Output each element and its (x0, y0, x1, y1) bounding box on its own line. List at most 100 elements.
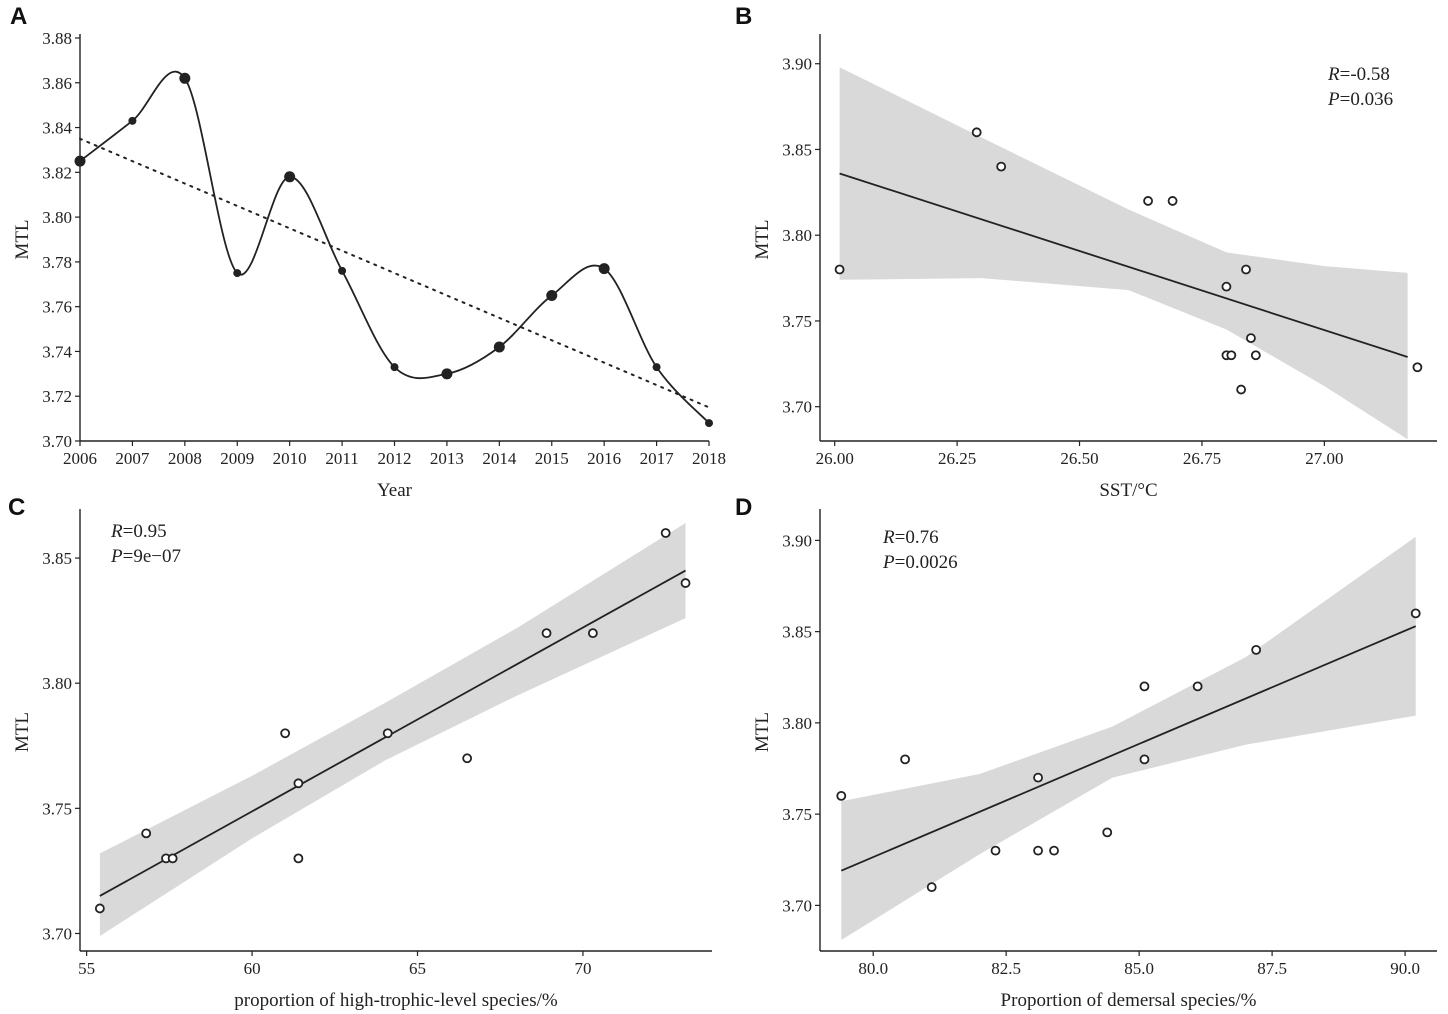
y-axis-title: MTL (752, 219, 773, 259)
data-point (834, 264, 845, 275)
y-tick-label: 3.80 (782, 714, 812, 733)
y-axis-title: MTL (12, 219, 33, 259)
y-axis-title: MTL (752, 712, 773, 752)
data-point (179, 72, 191, 84)
x-tick-label: 65 (409, 959, 426, 978)
regression-line (99, 569, 686, 897)
data-point (441, 368, 453, 380)
r-value: =0.95 (123, 521, 167, 542)
data-point (462, 753, 473, 764)
data-point (1246, 333, 1256, 344)
data-point (1221, 281, 1232, 292)
data-point (541, 628, 552, 639)
data-point (284, 171, 296, 183)
p-annotation: P=0.036 (1327, 89, 1393, 110)
x-tick-label: 2009 (220, 449, 254, 468)
panel-label: C (8, 494, 25, 521)
x-tick-label: 90.0 (1390, 959, 1420, 978)
x-tick-label: 85.0 (1124, 959, 1154, 978)
panel-label: B (735, 3, 752, 30)
data-point (705, 419, 713, 428)
data-point (280, 728, 291, 739)
data-point (990, 845, 1001, 856)
data-point (141, 828, 152, 839)
r-annotation: R=-0.58 (1327, 64, 1390, 85)
data-point (167, 853, 178, 864)
y-tick-label: 3.80 (782, 226, 812, 245)
y-tick-label: 3.85 (42, 549, 72, 568)
p-value: =9e−07 (123, 546, 181, 567)
x-axis-title: SST/°C (1099, 480, 1157, 501)
x-tick-label: 70 (574, 959, 591, 978)
x-tick-label: 2010 (273, 449, 307, 468)
y-tick-label: 3.80 (42, 208, 72, 227)
data-point (128, 116, 137, 125)
x-tick-label: 2008 (168, 449, 202, 468)
data-point (836, 790, 847, 801)
data-point (1241, 264, 1251, 275)
data-point (94, 903, 105, 914)
y-tick-label: 3.90 (782, 531, 812, 550)
panel-label: D (735, 494, 752, 521)
trend-line (79, 137, 710, 409)
confidence-band (99, 523, 686, 936)
y-tick-label: 3.76 (42, 298, 72, 317)
x-tick-label: 26.50 (1060, 449, 1098, 468)
x-tick-label: 2007 (115, 449, 150, 468)
data-point (1102, 827, 1113, 838)
data-point (587, 628, 598, 639)
y-tick-label: 3.75 (782, 805, 812, 824)
data-point (1033, 845, 1043, 856)
x-tick-label: 87.5 (1257, 959, 1287, 978)
data-point (680, 578, 691, 588)
y-tick-label: 3.74 (42, 342, 72, 361)
x-tick-label: 82.5 (991, 959, 1021, 978)
confidence-band (841, 536, 1416, 940)
p-symbol: P (1327, 89, 1340, 110)
data-point (1143, 196, 1153, 206)
x-tick-label: 26.25 (938, 449, 976, 468)
y-tick-label: 3.70 (42, 432, 72, 451)
data-point (1236, 384, 1247, 395)
panel-d: D 3.70 3.75 3.80 3.85 3.90 80.0 82.5 85.0 87.5 90.… (735, 494, 1437, 1011)
data-point (900, 754, 911, 765)
y-tick-label: 3.75 (782, 312, 812, 331)
y-tick-label: 3.75 (42, 799, 72, 818)
data-point (926, 882, 937, 893)
r-value: =0.76 (895, 527, 939, 548)
data-point (390, 363, 399, 372)
data-point (1410, 608, 1421, 619)
x-axis-title: Year (377, 480, 413, 501)
data-point (293, 778, 304, 789)
r-symbol: R (882, 527, 895, 548)
data-point (1226, 350, 1237, 361)
data-point (1192, 681, 1203, 692)
y-tick-label: 3.70 (42, 924, 72, 943)
x-tick-label: 2006 (63, 449, 97, 468)
data-point (1139, 754, 1150, 765)
confidence-band (839, 67, 1408, 440)
panel-a: A 3.70 3.72 3.74 3.76 3.78 3.80 3.82 3.84 3.86 3.8… (10, 3, 726, 501)
y-tick-label: 3.70 (782, 398, 812, 417)
p-symbol: P (110, 546, 123, 567)
data-point (660, 528, 671, 538)
p-annotation: P=9e−07 (110, 546, 181, 567)
panel-b: B 3.70 3.75 3.80 3.85 3.90 26.00 26.25 26.50 26.7… (735, 3, 1437, 501)
x-tick-label: 80.0 (858, 959, 888, 978)
r-annotation: R=0.95 (110, 521, 167, 542)
x-tick-label: 2015 (535, 449, 569, 468)
x-axis-title: proportion of high-trophic-level species… (234, 990, 558, 1011)
x-tick-label: 2012 (378, 449, 412, 468)
data-point (1250, 350, 1261, 361)
x-tick-label: 27.00 (1305, 449, 1343, 468)
y-tick-label: 3.82 (42, 163, 72, 182)
regression-line (840, 625, 1417, 872)
data-point (233, 269, 242, 278)
r-value: =-0.58 (1340, 64, 1390, 85)
data-point (1167, 196, 1178, 206)
y-tick-label: 3.90 (782, 55, 812, 74)
x-tick-label: 2017 (640, 449, 675, 468)
y-tick-label: 3.84 (42, 119, 72, 138)
y-tick-label: 3.70 (782, 896, 812, 915)
